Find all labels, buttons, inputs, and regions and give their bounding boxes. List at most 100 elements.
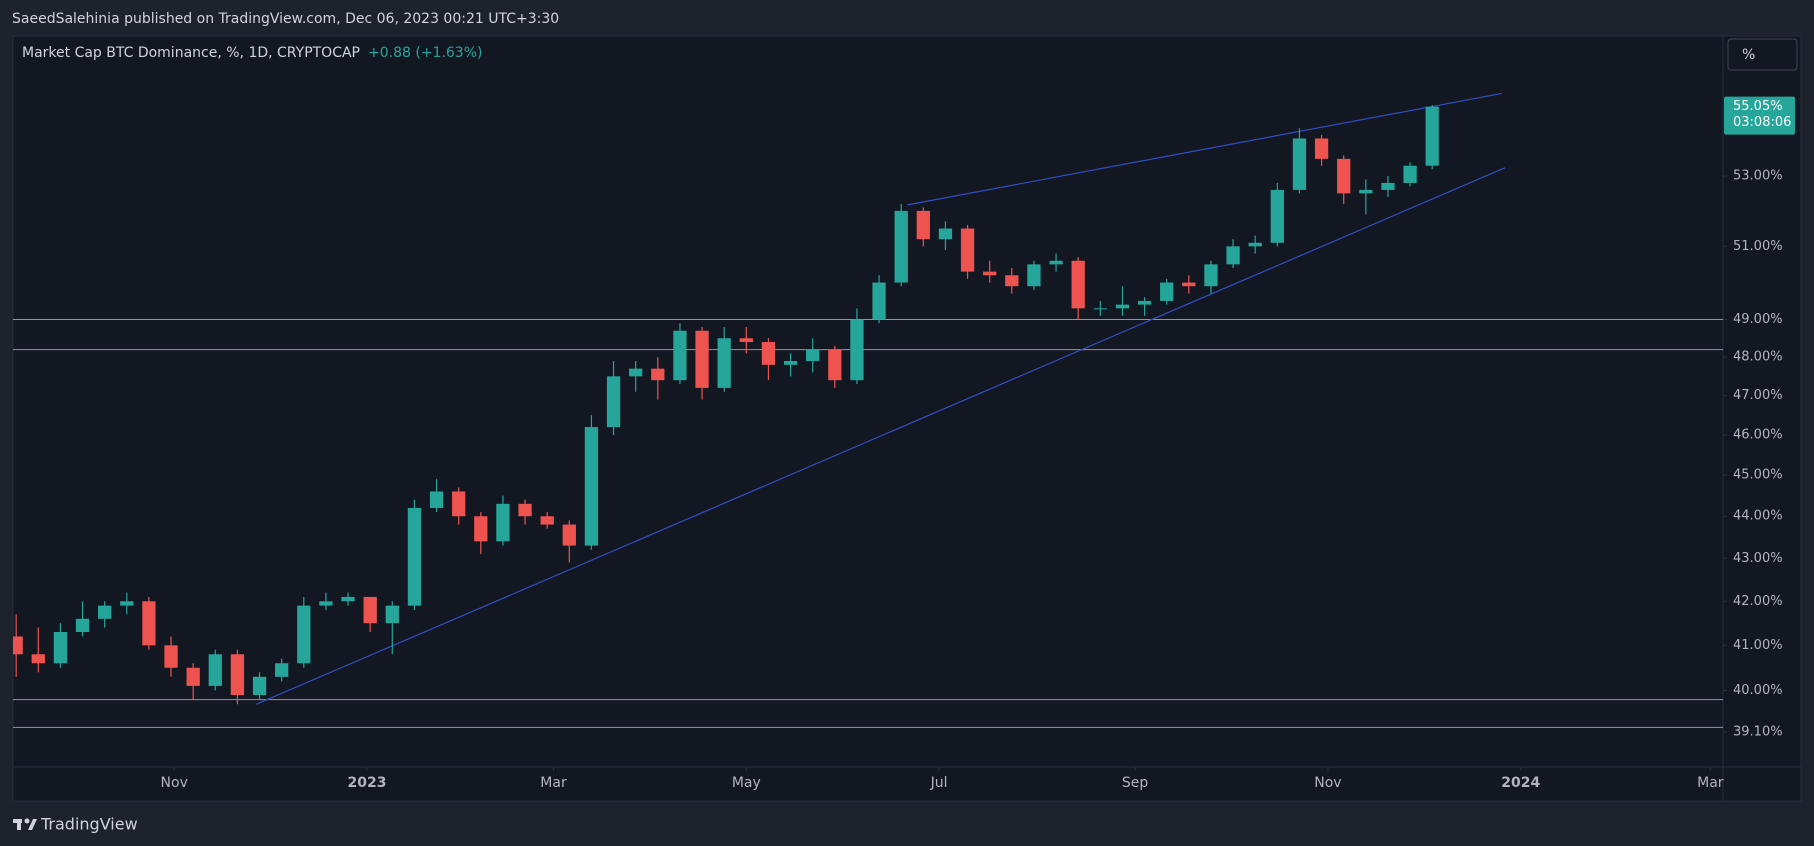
candle-body (186, 667, 200, 686)
candle-body (1137, 300, 1152, 305)
candle-body (1425, 106, 1439, 166)
candle-body (562, 524, 576, 546)
y-tick-label: 47.00% (1733, 388, 1783, 403)
candle-body (53, 632, 68, 664)
candle-body (1071, 260, 1085, 309)
candle-body (695, 330, 709, 388)
candle-body (540, 516, 554, 525)
y-tick-label: 39.10% (1733, 725, 1783, 740)
candle-body (1248, 242, 1262, 247)
candle-body (717, 338, 731, 388)
brand-name: TradingView (40, 815, 138, 834)
candle-body (1270, 189, 1284, 243)
candle-body (1359, 189, 1373, 194)
x-tick-label: Nov (161, 775, 188, 791)
candle-body (341, 596, 355, 602)
candle-body (1381, 182, 1395, 190)
axes: 39.10% 40.00% 41.00% 42.00% 43.00% 44.00% 45.0… (161, 96, 1795, 791)
candle-body (142, 601, 156, 646)
y-tick-label: 48.00% (1733, 350, 1783, 365)
legend-change: +0.88 (+1.63%) (368, 45, 482, 61)
x-tick-label: 2024 (1501, 775, 1540, 791)
y-tick-label: 40.00% (1733, 683, 1783, 698)
candle-body (120, 601, 134, 606)
candle-body (474, 516, 488, 542)
candle-body (75, 618, 90, 633)
y-tick-label: 45.00% (1733, 468, 1783, 483)
candle-body (164, 645, 178, 668)
candle-body (429, 491, 444, 508)
candle-body (629, 368, 643, 377)
brand-logo (13, 818, 37, 830)
scale-button-label[interactable]: % (1742, 47, 1755, 63)
logo-shape (17, 819, 21, 830)
y-tick-label: 53.00% (1733, 169, 1783, 184)
publish-note: SaeedSalehinia published on TradingView.… (12, 11, 559, 27)
candle-body (1093, 308, 1107, 310)
candle-body (1226, 246, 1240, 265)
candle-body (518, 503, 532, 517)
x-tick-label: Nov (1314, 775, 1341, 791)
x-tick-label: May (732, 775, 761, 791)
candle-body (252, 676, 267, 696)
logo-shape (28, 819, 37, 830)
candle-body (916, 210, 930, 240)
candle-body (452, 491, 466, 517)
candle-body (872, 282, 886, 320)
candle-body (407, 507, 422, 606)
candle-body (739, 338, 753, 343)
x-tick-label: 2023 (348, 775, 387, 791)
candle-body (651, 368, 665, 381)
candle-body (783, 360, 798, 365)
candle-body (1292, 138, 1307, 190)
x-tick-label: Sep (1122, 775, 1149, 791)
chart-frame (12, 35, 1802, 802)
y-tick-label: 51.00% (1733, 239, 1783, 254)
trend-line (256, 167, 1506, 705)
y-tick-label: 46.00% (1733, 427, 1783, 442)
candle-body (275, 663, 289, 677)
candle-body (31, 654, 45, 664)
candle-body (1182, 282, 1196, 287)
last-price-label: 55.05% (1733, 99, 1783, 114)
candle-body (606, 376, 621, 428)
y-tick-label: 44.00% (1733, 509, 1783, 524)
candle-body (983, 271, 997, 276)
candle-body (363, 596, 377, 624)
candle-body (673, 330, 687, 381)
logo-shape (24, 818, 30, 824)
y-tick-label: 42.00% (1733, 594, 1783, 609)
y-tick-label: 49.00% (1733, 312, 1783, 327)
candle-body (496, 503, 510, 542)
x-tick-label: Mar (540, 775, 567, 791)
candle-body (1403, 165, 1417, 183)
candle-body (1160, 282, 1174, 301)
candle-body (761, 342, 776, 365)
candle-body (850, 319, 864, 381)
candle-body (1049, 260, 1063, 265)
candle-body (960, 228, 975, 272)
y-tick-label: 43.00% (1733, 551, 1783, 566)
candle-body (806, 349, 820, 361)
candle-body (938, 228, 953, 240)
candle-body (230, 654, 245, 696)
last-price-badge (1724, 96, 1795, 135)
candle-body (385, 605, 399, 624)
candle-body (1115, 304, 1130, 309)
legend-title: Market Cap BTC Dominance, %, 1D, CRYPTOC… (22, 45, 360, 61)
y-tick-label: 41.00% (1733, 638, 1783, 653)
candle-body (1027, 264, 1041, 287)
candle-body (894, 210, 908, 283)
countdown-label: 03:08:06 (1733, 115, 1791, 130)
trend-line (907, 92, 1502, 206)
candle-body (319, 601, 333, 606)
candle-body (98, 605, 112, 619)
scale-button[interactable] (1727, 38, 1798, 71)
candle-body (13, 636, 23, 655)
candle-body (1204, 264, 1218, 287)
x-tick-label: Jul (930, 775, 948, 791)
plot-area (13, 92, 1723, 728)
x-tick-label: Mar (1697, 775, 1724, 791)
